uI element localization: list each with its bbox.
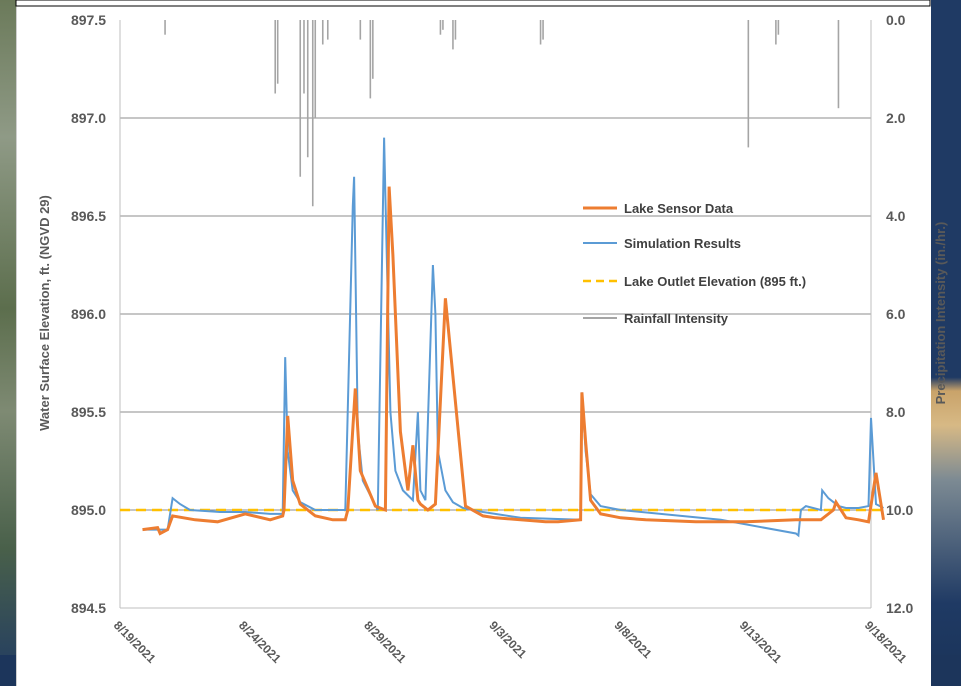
series-simulation-results [142, 137, 884, 538]
y2-tick-label: 0.0 [886, 12, 906, 28]
y-tick-label: 897.0 [71, 110, 106, 126]
top-overlay-strip [15, 0, 931, 7]
x-tick-label: 9/18/2021 [862, 618, 910, 666]
legend-label-sensor: Lake Sensor Data [624, 201, 734, 216]
y-axis-label: Water Surface Elevation, ft. (NGVD 29) [37, 195, 52, 431]
x-axis-ticks: 8/19/2021 8/24/2021 8/29/2021 9/3/2021 9/8/2… [111, 618, 910, 666]
y-tick-label: 897.5 [71, 12, 106, 28]
legend-label-rainfall: Rainfall Intensity [624, 311, 729, 326]
legend-label-outlet: Lake Outlet Elevation (895 ft.) [624, 274, 806, 289]
y2-axis-label: Precipitation Intensity (in./hr.) [933, 222, 948, 405]
y-tick-label: 896.5 [71, 208, 106, 224]
background-map-right [930, 0, 961, 686]
y2-tick-label: 2.0 [886, 110, 906, 126]
y-tick-label: 895.0 [71, 502, 106, 518]
legend-label-simulation: Simulation Results [624, 236, 741, 251]
y2-axis-ticks: 0.0 2.0 4.0 6.0 8.0 10.0 12.0 [886, 12, 913, 616]
y2-tick-label: 6.0 [886, 306, 906, 322]
y2-tick-label: 4.0 [886, 208, 906, 224]
y2-tick-label: 10.0 [886, 502, 913, 518]
x-tick-label: 9/13/2021 [737, 618, 785, 666]
y-tick-label: 894.5 [71, 600, 106, 616]
series-lake-sensor-data [142, 186, 885, 536]
y-tick-label: 896.0 [71, 306, 106, 322]
x-tick-label: 9/3/2021 [486, 618, 529, 661]
rainfall-series [164, 20, 840, 207]
chart-area [16, 0, 931, 686]
y-axis-ticks: 894.5 895.0 895.5 896.0 896.5 897.0 897.5 [71, 12, 106, 616]
y-tick-label: 895.5 [71, 404, 106, 420]
y2-tick-label: 12.0 [886, 600, 913, 616]
y2-tick-label: 8.0 [886, 404, 906, 420]
legend: Lake Sensor Data Simulation Results Lake… [583, 201, 806, 326]
gridlines [120, 117, 871, 511]
x-tick-label: 8/29/2021 [361, 618, 409, 666]
x-tick-label: 8/24/2021 [236, 618, 284, 666]
x-tick-label: 9/8/2021 [612, 618, 655, 661]
x-tick-label: 8/19/2021 [111, 618, 159, 666]
